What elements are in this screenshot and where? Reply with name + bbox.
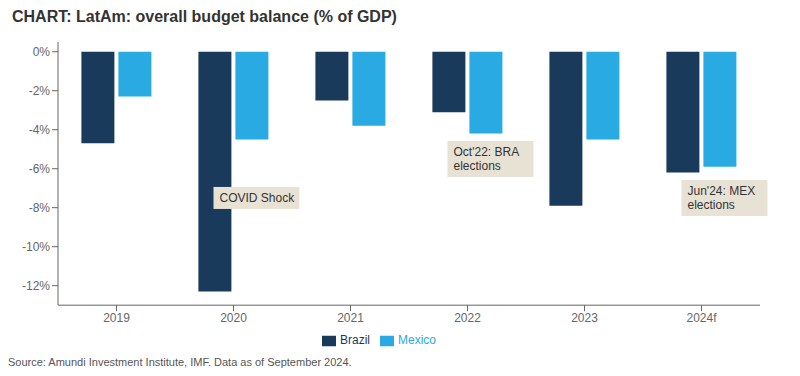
html-text:Source: Amundi Investment Inst: Source: Amundi Investment Institute, IMF… — [8, 356, 352, 368]
svg-text:Oct'22: BRAelections: Oct'22: BRAelections — [454, 145, 520, 173]
svg-text:-10%: -10% — [22, 240, 50, 254]
html-text:CHART: LatAm: overall budget b: CHART: LatAm: overall budget balance (% … — [12, 8, 397, 25]
svg-text:2021: 2021 — [337, 311, 364, 325]
svg-text:-8%: -8% — [29, 201, 51, 215]
svg-text:2020: 2020 — [220, 311, 247, 325]
svg-text:2022: 2022 — [454, 311, 481, 325]
html-text:Mexico: Mexico — [398, 333, 436, 348]
svg-text:-12%: -12% — [22, 279, 50, 293]
svg-text:0%: 0% — [33, 45, 51, 59]
svg-text:-6%: -6% — [29, 162, 51, 176]
svg-text:-4%: -4% — [29, 123, 51, 137]
svg-text:2024f: 2024f — [686, 311, 717, 325]
html-text:Brazil: Brazil — [340, 333, 370, 348]
svg-text:COVID Shock: COVID Shock — [220, 191, 296, 205]
svg-text:Jun'24: MEXelections: Jun'24: MEXelections — [688, 184, 756, 212]
svg-text:-2%: -2% — [29, 84, 51, 98]
svg-text:2023: 2023 — [571, 311, 598, 325]
svg-text:2019: 2019 — [103, 311, 130, 325]
